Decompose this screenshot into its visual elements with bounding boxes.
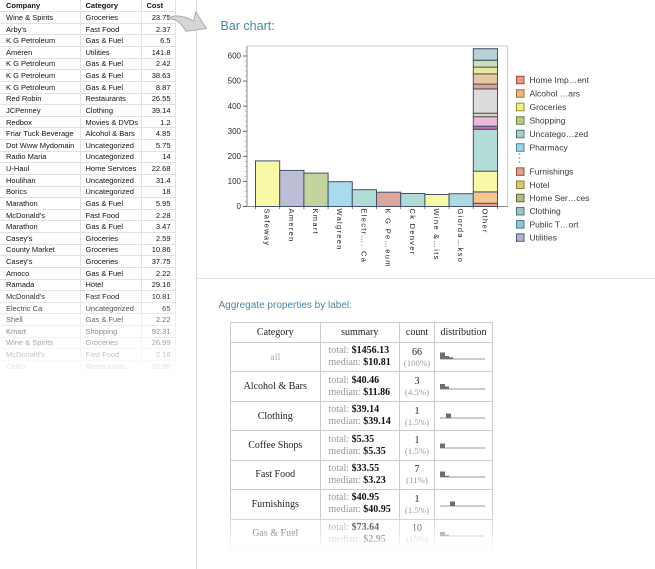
svg-text:400: 400 [228,102,242,111]
svg-text:500: 500 [228,77,242,86]
svg-text:Home Ser…ces: Home Ser…ces [530,193,590,203]
svg-text:0: 0 [237,202,242,211]
svg-text:600: 600 [228,52,242,61]
svg-text:Alcohol …ars: Alcohol …ars [530,89,581,99]
svg-text:Pharmacy: Pharmacy [530,143,569,153]
svg-text:Shopping: Shopping [530,116,566,126]
svg-text:Uncatego…zed: Uncatego…zed [530,129,589,139]
svg-text:Walgreen: Walgreen [335,209,344,251]
svg-text:K G Pe…eum: K G Pe…eum [384,209,393,268]
svg-text:Utilities: Utilities [530,233,557,243]
svg-text:Giorda…kso: Giorda…kso [456,209,465,264]
svg-text:Clothing: Clothing [530,206,561,216]
svg-text:300: 300 [228,127,242,136]
svg-text:Ameren: Ameren [287,209,296,243]
svg-text:Other: Other [480,209,489,234]
svg-text:Wine &…its: Wine &…its [432,209,441,261]
svg-text:200: 200 [228,152,242,161]
svg-text:Public T…ort: Public T…ort [530,219,580,229]
svg-text:Electr…. Ca: Electr…. Ca [359,209,368,264]
svg-text:Home Imp…ent: Home Imp…ent [530,75,590,85]
svg-text:Kmart: Kmart [311,209,320,236]
svg-text:Safeway: Safeway [263,209,272,247]
svg-text:100: 100 [228,177,242,186]
svg-text:Groceries: Groceries [530,102,567,112]
svg-text:Furnishings: Furnishings [530,167,574,177]
svg-text:Hotel: Hotel [530,180,550,190]
svg-text:Ck Denver: Ck Denver [408,209,417,256]
